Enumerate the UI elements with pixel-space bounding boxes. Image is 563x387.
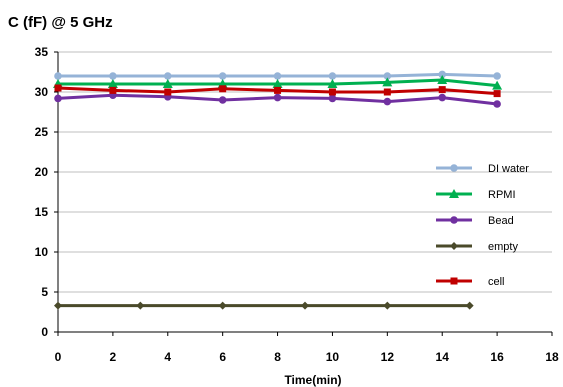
legend-marker [450,216,458,224]
data-point [492,80,503,90]
series-empty [54,301,474,310]
series-rpmi [53,75,503,90]
legend-entry: cell [436,276,505,288]
data-point [383,97,392,106]
x-tick-label: 8 [274,350,281,364]
data-point [107,79,118,88]
x-tick-label: 12 [381,350,395,364]
data-point [301,301,309,310]
data-point [272,79,283,88]
data-point [218,96,227,104]
data-point [383,72,392,80]
data-point [383,301,392,310]
data-point [219,85,227,93]
legend-entry: empty [436,241,518,253]
y-tick-label: 15 [35,205,49,219]
chart-title: C (fF) @ 5 GHz [8,14,113,31]
legend-marker [449,189,459,198]
legend-marker [450,277,458,285]
data-point [382,77,393,87]
series-cell [54,84,501,98]
data-point [328,88,336,96]
y-tick-label: 25 [35,125,49,139]
legend-label: DI water [488,163,529,175]
y-tick-labels: 0 5 10 15 20 25 30 35 [35,45,49,339]
y-tick-label: 0 [41,325,48,339]
data-point [327,79,338,88]
data-point [328,72,337,80]
data-point [328,94,337,103]
data-series [53,70,503,310]
x-tick-labels: 0 2 4 6 8 10 12 14 16 18 [55,350,559,364]
legend-marker [450,164,458,172]
x-tick-label: 4 [164,350,171,364]
data-point [163,72,172,80]
data-point [273,93,282,102]
data-point [465,301,474,310]
legend-marker [450,242,458,250]
x-tick-label: 10 [326,350,340,364]
legend-label: Bead [488,215,514,227]
data-point [493,72,501,80]
series-di-water [54,70,501,80]
legend-label: empty [488,241,518,253]
legend-entry: Bead [436,215,514,227]
data-point [493,100,501,108]
data-point [218,301,227,310]
y-tick-label: 5 [41,285,48,299]
legend-label: RPMI [488,189,516,201]
y-tick-label: 35 [35,45,49,59]
data-point [109,86,117,94]
data-point [164,88,172,96]
x-tick-label: 2 [110,350,117,364]
x-tick-label: 0 [55,350,62,364]
data-point [54,301,62,310]
data-point [493,90,501,98]
y-tick-label: 30 [35,85,49,99]
x-tick-label: 6 [219,350,226,364]
data-point [383,88,391,96]
gridlines [58,51,552,293]
data-point [54,72,62,80]
x-tick-label: 14 [436,350,450,364]
legend-entry: RPMI [436,189,516,201]
data-point [136,301,145,310]
x-axis-label: Time(min) [284,373,341,387]
data-point [162,79,173,88]
legend: DI water RPMI Bead empty cell [436,163,529,288]
data-point [437,75,448,84]
data-point [109,72,117,80]
legend-entry: DI water [436,163,529,175]
data-point [54,84,62,92]
data-point [218,72,227,80]
data-point [54,94,62,103]
x-tick-label: 16 [490,350,504,364]
data-point [438,86,446,94]
y-tick-label: 20 [35,165,49,179]
legend-label: cell [488,276,505,288]
data-point [438,93,447,102]
data-point [274,86,282,94]
x-tick-label: 18 [545,350,559,364]
y-tick-label: 10 [35,245,49,259]
data-point [273,72,282,80]
data-point [438,70,447,79]
